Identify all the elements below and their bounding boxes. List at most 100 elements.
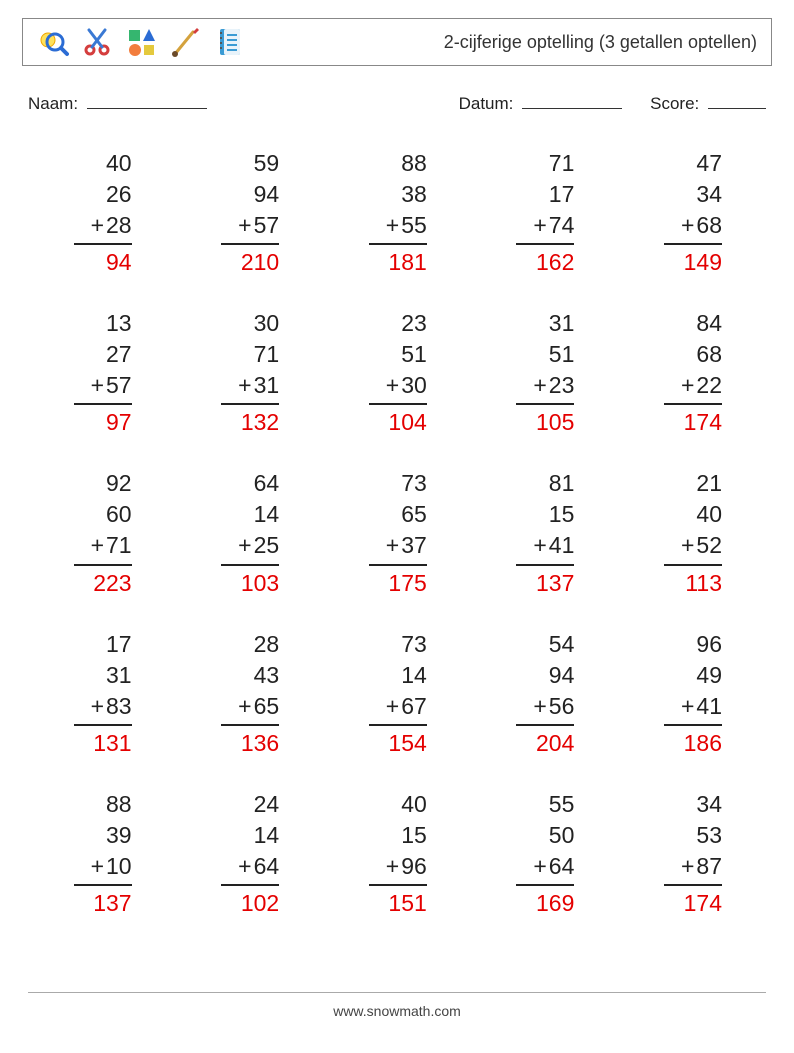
- sum-rule: [516, 564, 574, 566]
- addend-1: 17: [106, 629, 132, 660]
- addend-1: 84: [696, 308, 722, 339]
- score-label: Score:: [650, 94, 699, 113]
- info-row: Naam: Datum: Score:: [22, 94, 772, 114]
- addend-3-row: +64: [238, 851, 279, 882]
- name-blank[interactable]: [87, 94, 207, 109]
- addend-1: 96: [696, 629, 722, 660]
- addend-3: 83: [106, 691, 132, 722]
- scissors-icon: [81, 26, 113, 58]
- answer: 151: [388, 888, 426, 919]
- addition-problem: 5550+64169: [471, 789, 619, 919]
- addend-1: 31: [549, 308, 575, 339]
- addend-3: 96: [401, 851, 427, 882]
- addend-1: 23: [401, 308, 427, 339]
- addition-problem: 8839+10 137: [28, 789, 176, 919]
- sum-rule: [516, 724, 574, 726]
- addend-3-row: +96: [386, 851, 427, 882]
- addend-3: 52: [696, 530, 722, 561]
- date-field: Datum:: [459, 94, 623, 114]
- addend-3: 10: [106, 851, 132, 882]
- addend-1: 40: [106, 148, 132, 179]
- addend-3: 87: [696, 851, 722, 882]
- date-label: Datum:: [459, 94, 514, 113]
- addend-1: 64: [254, 468, 280, 499]
- addend-3-row: +52: [681, 530, 722, 561]
- answer: 137: [536, 568, 574, 599]
- addend-3-row: +74: [533, 210, 574, 241]
- score-field: Score:: [650, 94, 766, 114]
- sum-rule: [516, 243, 574, 245]
- addition-problem: 3071+31132: [176, 308, 324, 438]
- answer: 104: [388, 407, 426, 438]
- addend-1: 55: [549, 789, 575, 820]
- addend-1: 28: [254, 629, 280, 660]
- sum-rule: [221, 564, 279, 566]
- addend-2: 39: [106, 820, 132, 851]
- addition-problem: 9649+41186: [618, 629, 766, 759]
- plus-sign: +: [681, 530, 694, 561]
- plus-sign: +: [533, 851, 546, 882]
- magnifier-icon: [37, 26, 69, 58]
- sum-rule: [516, 403, 574, 405]
- addend-2: 15: [401, 820, 427, 851]
- addend-2: 51: [549, 339, 575, 370]
- footer-divider: [28, 992, 766, 993]
- addend-3: 57: [254, 210, 280, 241]
- plus-sign: +: [238, 691, 251, 722]
- addend-3: 28: [106, 210, 132, 241]
- addend-3-row: +57: [91, 370, 132, 401]
- addend-1: 34: [696, 789, 722, 820]
- notebook-icon: [213, 26, 245, 58]
- sum-rule: [221, 884, 279, 886]
- sum-rule: [74, 884, 132, 886]
- addend-1: 54: [549, 629, 575, 660]
- addition-problem: 6414+25103: [176, 468, 324, 598]
- plus-sign: +: [238, 210, 251, 241]
- answer: 181: [388, 247, 426, 278]
- answer: 204: [536, 728, 574, 759]
- addend-3-row: +22: [681, 370, 722, 401]
- addition-problem: 8838+55181: [323, 148, 471, 278]
- addition-problem: 5494+56204: [471, 629, 619, 759]
- plus-sign: +: [533, 370, 546, 401]
- addend-1: 81: [549, 468, 575, 499]
- score-blank[interactable]: [708, 94, 766, 109]
- addition-problem: 1731+83131: [28, 629, 176, 759]
- addend-3: 65: [254, 691, 280, 722]
- answer: 169: [536, 888, 574, 919]
- answer: 132: [241, 407, 279, 438]
- addend-1: 59: [254, 148, 280, 179]
- answer: 137: [93, 888, 131, 919]
- plus-sign: +: [681, 210, 694, 241]
- addend-1: 92: [106, 468, 132, 499]
- addend-2: 94: [549, 660, 575, 691]
- plus-sign: +: [533, 210, 546, 241]
- addend-2: 94: [254, 179, 280, 210]
- addend-2: 71: [254, 339, 280, 370]
- addend-1: 73: [401, 468, 427, 499]
- addend-3: 64: [549, 851, 575, 882]
- addition-problem: 2414+64102: [176, 789, 324, 919]
- addend-2: 31: [106, 660, 132, 691]
- date-blank[interactable]: [522, 94, 622, 109]
- plus-sign: +: [681, 691, 694, 722]
- answer: 154: [388, 728, 426, 759]
- plus-sign: +: [533, 530, 546, 561]
- answer: 97: [106, 407, 132, 438]
- sum-rule: [369, 564, 427, 566]
- addend-1: 88: [106, 789, 132, 820]
- answer: 102: [241, 888, 279, 919]
- addend-2: 68: [696, 339, 722, 370]
- answer: 174: [684, 407, 722, 438]
- worksheet-title: 2-cijferige optelling (3 getallen optell…: [444, 32, 757, 53]
- addend-2: 14: [401, 660, 427, 691]
- plus-sign: +: [681, 370, 694, 401]
- sum-rule: [664, 724, 722, 726]
- addend-3: 67: [401, 691, 427, 722]
- addend-3-row: +23: [533, 370, 574, 401]
- addend-2: 15: [549, 499, 575, 530]
- plus-sign: +: [91, 851, 104, 882]
- sum-rule: [369, 724, 427, 726]
- addition-problem: 3453+87174: [618, 789, 766, 919]
- addend-3: 74: [549, 210, 575, 241]
